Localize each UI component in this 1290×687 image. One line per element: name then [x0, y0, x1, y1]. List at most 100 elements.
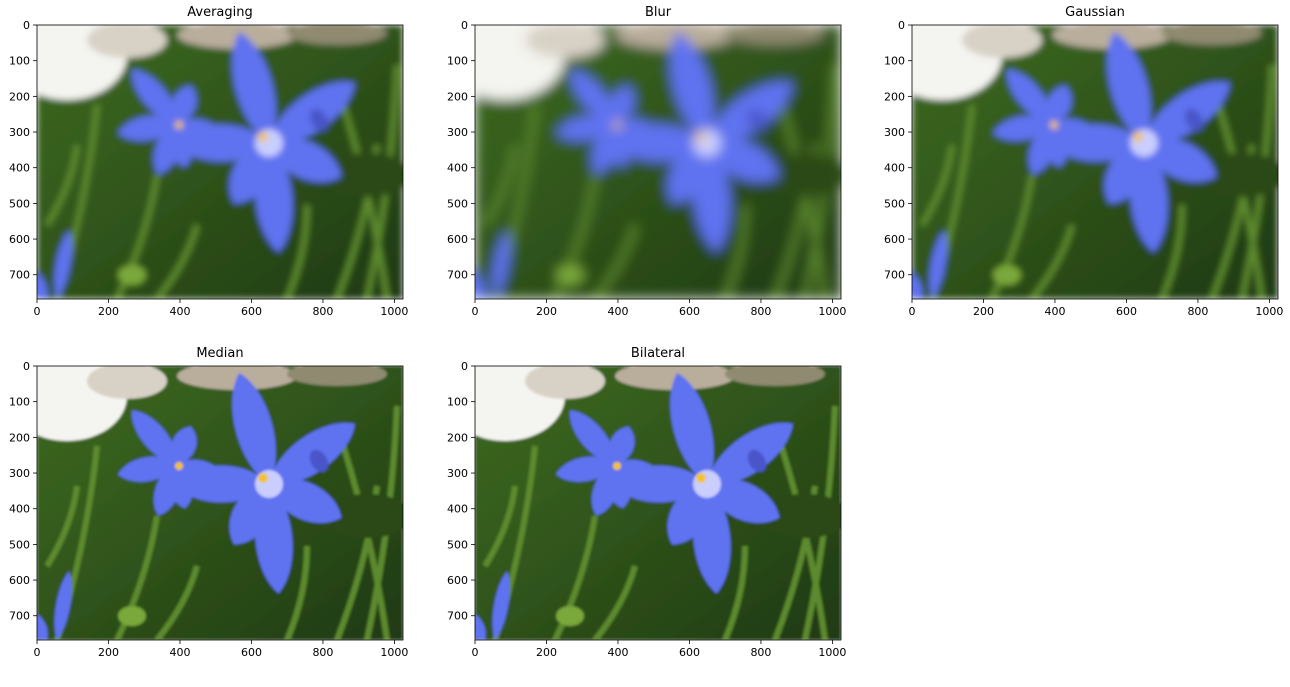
grass-blade [154, 224, 200, 299]
x-tick-label: 1000 [380, 646, 408, 659]
petal [492, 571, 510, 640]
leaf [1197, 153, 1278, 197]
y-tick-label: 0 [461, 360, 468, 373]
petal [912, 268, 923, 299]
bud [309, 449, 329, 473]
petal [475, 609, 486, 640]
image-area [912, 25, 1278, 299]
y-tick-label: 200 [447, 90, 468, 103]
x-tick-label: 1000 [1255, 305, 1283, 318]
panel-median: Median 0 200 400 600 800 1000 0 100 200 300 400 500 6… [0, 346, 460, 687]
image-area [37, 25, 403, 299]
x-tick-label: 200 [98, 646, 119, 659]
leaf [322, 494, 403, 538]
bokeh-highlight [287, 366, 387, 386]
image-plot: 0 200 400 600 800 1000 0 100 200 300 400 500 600 700 [447, 19, 846, 318]
image-area [37, 366, 403, 640]
petal [707, 479, 780, 524]
y-tick-label: 400 [447, 162, 468, 175]
y-tick-label: 0 [23, 19, 30, 32]
petal [174, 124, 269, 162]
petal [171, 85, 197, 123]
y-tick-label: 300 [9, 126, 30, 139]
bokeh-highlight [1162, 25, 1262, 45]
petal [707, 138, 780, 183]
grass-blade [154, 565, 200, 640]
petal [609, 426, 635, 464]
petal [37, 609, 48, 640]
axes-frame [474, 365, 842, 641]
petal [54, 230, 72, 299]
grass-blade [722, 545, 748, 640]
bud [309, 108, 329, 132]
y-tick-label: 0 [898, 19, 905, 32]
figure: Averaging 0 200 400 600 800 1000 0 100 200 300 400 5… [0, 5, 1290, 659]
y-tick-label: 100 [447, 55, 468, 68]
bokeh-highlight [287, 25, 387, 45]
petal [667, 484, 712, 545]
flower-center [693, 129, 721, 157]
x-tick-label: 600 [679, 646, 700, 659]
x-tick-label: 400 [1044, 305, 1065, 318]
bud [747, 449, 767, 473]
image-area [475, 25, 841, 299]
petal [929, 230, 947, 299]
y-tick-label: 300 [884, 126, 905, 139]
bud [747, 108, 767, 132]
axes-frame [36, 24, 404, 300]
leaf [760, 153, 841, 197]
bokeh-highlight [87, 25, 167, 58]
x-tick-label: 800 [312, 305, 333, 318]
petal [117, 115, 177, 141]
image-plot: 0 200 400 600 800 1000 0 100 200 300 400 500 600 700 [447, 360, 846, 659]
grass-blade [284, 204, 310, 299]
y-tick-label: 500 [447, 197, 468, 210]
x-tick-label: 800 [750, 646, 771, 659]
grass-blade [284, 545, 310, 640]
petal [229, 143, 274, 204]
x-tick-label: 400 [607, 646, 628, 659]
y-tick-label: 600 [447, 233, 468, 246]
panel-title: Bilateral [630, 346, 686, 361]
y-tick-label: 400 [447, 503, 468, 516]
grass-blade [919, 144, 955, 227]
y-tick-label: 0 [23, 360, 30, 373]
panel-gaussian: Gaussian 0 200 400 600 800 1000 0 100 200 300 400 50… [875, 5, 1290, 346]
stamen [1050, 121, 1058, 129]
y-tick-label: 500 [9, 538, 30, 551]
petal [667, 143, 712, 204]
y-tick-label: 700 [447, 610, 468, 623]
grass-blade [1159, 204, 1185, 299]
y-tick-label: 600 [447, 574, 468, 587]
petal [612, 124, 707, 162]
flower-center [255, 129, 283, 157]
stamen [175, 462, 183, 470]
grass-blade [989, 174, 1035, 299]
petal [1107, 31, 1151, 143]
panel-bilateral: Bilateral 0 200 400 600 800 1000 0 100 200 300 400 5… [438, 346, 898, 687]
x-tick-label: 0 [34, 646, 41, 659]
petal [54, 571, 72, 640]
panel-title: Median [196, 346, 244, 361]
petal [1049, 124, 1144, 162]
x-tick-label: 600 [241, 646, 262, 659]
grass-blade [552, 174, 598, 299]
bud [118, 606, 146, 626]
x-tick-label: 200 [536, 646, 557, 659]
stamen [1133, 132, 1143, 142]
bud [556, 606, 584, 626]
panel-averaging: Averaging 0 200 400 600 800 1000 0 100 200 300 400 5… [0, 5, 460, 346]
grass-blade [482, 485, 518, 568]
stamen [258, 132, 268, 142]
petal [117, 456, 177, 482]
y-tick-label: 100 [447, 396, 468, 409]
image-area [475, 366, 841, 640]
bokeh-highlight [87, 366, 167, 399]
y-tick-label: 100 [9, 55, 30, 68]
bud [1184, 108, 1204, 132]
y-tick-label: 600 [884, 233, 905, 246]
image-plot: 0 200 400 600 800 1000 0 100 200 300 400 500 600 700 [9, 19, 408, 318]
stamen [696, 132, 706, 142]
image-plot: 0 200 400 600 800 1000 0 100 200 300 400 500 600 700 [884, 19, 1283, 318]
leaf [760, 494, 841, 538]
